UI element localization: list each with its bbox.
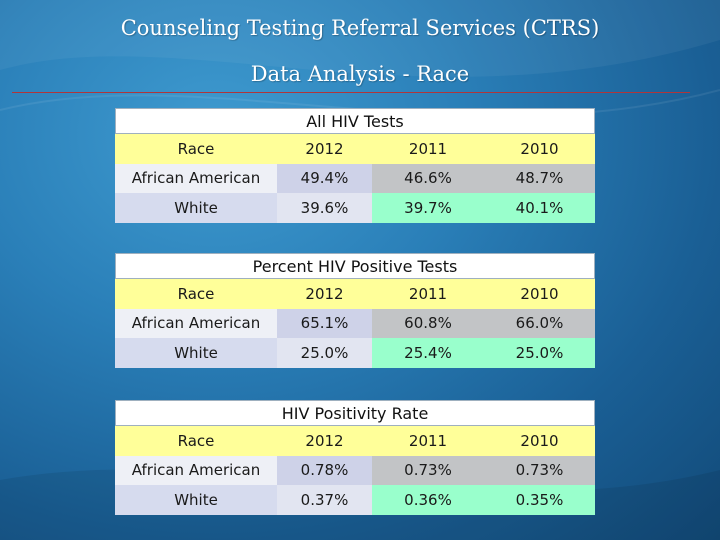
table-header-row: Race 2012 2011 2010: [115, 426, 595, 456]
value-cell: 25.4%: [372, 338, 484, 368]
table-row: African American 65.1% 60.8% 66.0%: [115, 308, 595, 338]
table-row: White 0.37% 0.36% 0.35%: [115, 485, 595, 515]
race-cell: African American: [115, 308, 277, 338]
value-cell: 65.1%: [277, 308, 372, 338]
value-cell: 66.0%: [484, 308, 595, 338]
table-row: African American 49.4% 46.6% 48.7%: [115, 163, 595, 193]
table-title: HIV Positivity Rate: [115, 400, 595, 426]
column-header: 2012: [277, 426, 372, 456]
column-header: 2012: [277, 279, 372, 309]
table-title: Percent HIV Positive Tests: [115, 253, 595, 279]
value-cell: 0.78%: [277, 455, 372, 485]
value-cell: 0.73%: [484, 455, 595, 485]
table-row: African American 0.78% 0.73% 0.73%: [115, 455, 595, 485]
value-cell: 25.0%: [484, 338, 595, 368]
race-cell: White: [115, 485, 277, 515]
value-cell: 0.35%: [484, 485, 595, 515]
value-cell: 48.7%: [484, 163, 595, 193]
title-divider: [12, 92, 690, 93]
column-header: 2011: [372, 134, 484, 164]
column-header: 2010: [484, 134, 595, 164]
value-cell: 0.37%: [277, 485, 372, 515]
table-row: White 39.6% 39.7% 40.1%: [115, 193, 595, 223]
table-hiv-positivity-rate: HIV Positivity Rate Race 2012 2011 2010 …: [115, 400, 595, 515]
table-all-hiv-tests: All HIV Tests Race 2012 2011 2010 Africa…: [115, 108, 595, 223]
value-cell: 39.7%: [372, 193, 484, 223]
slide-title: Counseling Testing Referral Services (CT…: [120, 16, 600, 40]
column-header: 2011: [372, 279, 484, 309]
column-header: 2010: [484, 279, 595, 309]
table-row: White 25.0% 25.4% 25.0%: [115, 338, 595, 368]
race-cell: White: [115, 193, 277, 223]
value-cell: 0.73%: [372, 455, 484, 485]
column-header: 2012: [277, 134, 372, 164]
table-percent-hiv-positive: Percent HIV Positive Tests Race 2012 201…: [115, 253, 595, 368]
value-cell: 0.36%: [372, 485, 484, 515]
column-header: Race: [115, 279, 277, 309]
race-cell: African American: [115, 455, 277, 485]
table-title: All HIV Tests: [115, 108, 595, 134]
column-header: Race: [115, 134, 277, 164]
table-header-row: Race 2012 2011 2010: [115, 279, 595, 309]
table-header-row: Race 2012 2011 2010: [115, 134, 595, 164]
value-cell: 39.6%: [277, 193, 372, 223]
column-header: 2011: [372, 426, 484, 456]
race-cell: African American: [115, 163, 277, 193]
column-header: 2010: [484, 426, 595, 456]
race-cell: White: [115, 338, 277, 368]
value-cell: 49.4%: [277, 163, 372, 193]
column-header: Race: [115, 426, 277, 456]
value-cell: 46.6%: [372, 163, 484, 193]
value-cell: 60.8%: [372, 308, 484, 338]
slide-subtitle: Data Analysis - Race: [250, 62, 470, 86]
value-cell: 40.1%: [484, 193, 595, 223]
value-cell: 25.0%: [277, 338, 372, 368]
